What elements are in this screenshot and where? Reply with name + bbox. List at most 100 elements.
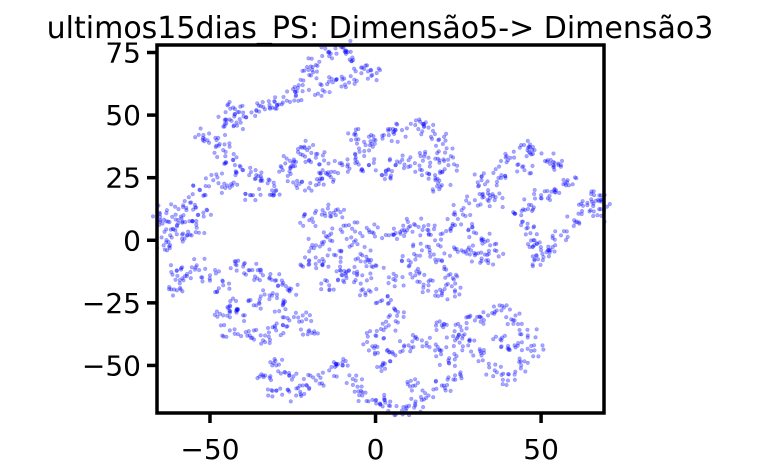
data-point xyxy=(439,183,444,188)
data-point-density xyxy=(323,213,328,218)
data-point-density xyxy=(458,324,463,329)
data-point-density xyxy=(532,196,538,201)
data-point-density xyxy=(530,163,535,168)
data-point-density xyxy=(518,223,524,228)
data-point-density xyxy=(513,211,518,216)
data-point-density xyxy=(477,314,482,319)
data-point-density xyxy=(216,143,221,148)
data-point-density xyxy=(216,269,221,274)
data-point xyxy=(181,278,186,283)
data-point-density xyxy=(434,289,439,294)
data-point-density xyxy=(250,267,255,273)
data-point xyxy=(340,163,345,168)
data-point-density xyxy=(487,192,492,198)
data-point-density xyxy=(254,327,259,333)
data-point-density xyxy=(319,212,324,217)
data-point-density xyxy=(270,291,275,296)
data-point-density xyxy=(531,224,537,229)
data-point-density xyxy=(597,207,602,212)
data-point-density xyxy=(445,281,450,287)
data-point-density xyxy=(304,64,310,70)
data-point-density xyxy=(393,127,398,132)
data-point-density xyxy=(527,142,533,147)
data-point-density xyxy=(226,281,232,286)
data-point-density xyxy=(504,303,509,308)
chart-title: ultimos15dias_PS: Dimensão5-> Dimensão3 xyxy=(47,11,714,46)
data-point xyxy=(161,243,166,248)
data-point-density xyxy=(512,377,518,382)
data-point-density xyxy=(525,138,530,143)
data-point-density xyxy=(485,197,490,202)
data-point-density xyxy=(295,282,300,287)
data-point-density xyxy=(355,271,360,276)
data-point-density xyxy=(431,387,436,392)
data-point-density xyxy=(234,155,239,160)
data-point-density xyxy=(272,99,277,104)
data-point-density xyxy=(234,268,239,273)
data-point-density xyxy=(515,169,520,174)
data-point-density xyxy=(320,153,326,158)
data-point-density xyxy=(428,160,433,165)
data-point-density xyxy=(408,260,413,265)
data-point xyxy=(466,343,471,348)
data-point-density xyxy=(344,48,349,53)
data-point xyxy=(363,143,368,148)
data-point-density xyxy=(424,244,429,249)
data-point-density xyxy=(451,155,456,160)
data-point-density xyxy=(172,287,177,292)
data-point-density xyxy=(303,138,308,143)
data-point-density xyxy=(440,141,446,147)
data-point-density xyxy=(295,150,301,155)
data-point-density xyxy=(182,199,187,204)
data-point-density xyxy=(169,269,174,275)
data-point-density xyxy=(164,211,169,216)
data-point-density xyxy=(320,262,325,267)
data-point-density xyxy=(534,327,539,332)
data-point-density xyxy=(299,319,305,324)
data-point xyxy=(492,368,497,373)
data-point-density xyxy=(281,323,286,328)
data-point-density xyxy=(331,360,337,365)
data-point-density xyxy=(329,214,334,219)
data-point-density xyxy=(219,190,224,195)
data-point-density xyxy=(232,163,237,168)
data-point-density xyxy=(556,162,561,167)
data-point xyxy=(472,318,478,323)
data-point-density xyxy=(382,366,388,371)
data-point-density xyxy=(196,230,201,235)
data-point-density xyxy=(190,218,195,224)
data-point-density xyxy=(503,175,508,180)
data-point-density xyxy=(386,167,391,172)
data-point-density xyxy=(305,148,310,153)
data-point-density xyxy=(408,121,413,126)
data-point-density xyxy=(434,320,439,325)
data-point-density xyxy=(591,213,596,219)
data-point-density xyxy=(428,254,433,259)
data-point-density xyxy=(345,164,350,169)
data-point xyxy=(346,268,352,273)
data-point-density xyxy=(410,383,416,388)
data-point xyxy=(320,87,325,93)
data-point-density xyxy=(419,397,424,403)
data-point-density xyxy=(295,185,300,191)
data-point-density xyxy=(425,171,430,176)
data-point-density xyxy=(270,188,275,193)
data-point-density xyxy=(294,371,299,376)
data-point-density xyxy=(437,137,442,142)
data-point xyxy=(260,273,266,278)
data-point xyxy=(174,223,179,228)
data-point-density xyxy=(410,229,415,234)
data-point-density xyxy=(587,209,592,214)
data-point-density xyxy=(322,150,327,155)
data-point-density xyxy=(442,267,447,272)
data-point-density xyxy=(470,225,475,230)
data-point-density xyxy=(275,283,280,289)
data-point-density xyxy=(342,49,347,54)
data-point-density xyxy=(334,76,339,82)
data-point-density xyxy=(167,220,172,225)
data-point-density xyxy=(348,74,353,79)
data-point-density xyxy=(400,275,405,280)
data-point-density xyxy=(207,278,213,283)
data-point-density xyxy=(434,327,439,333)
data-point-density xyxy=(577,221,582,226)
